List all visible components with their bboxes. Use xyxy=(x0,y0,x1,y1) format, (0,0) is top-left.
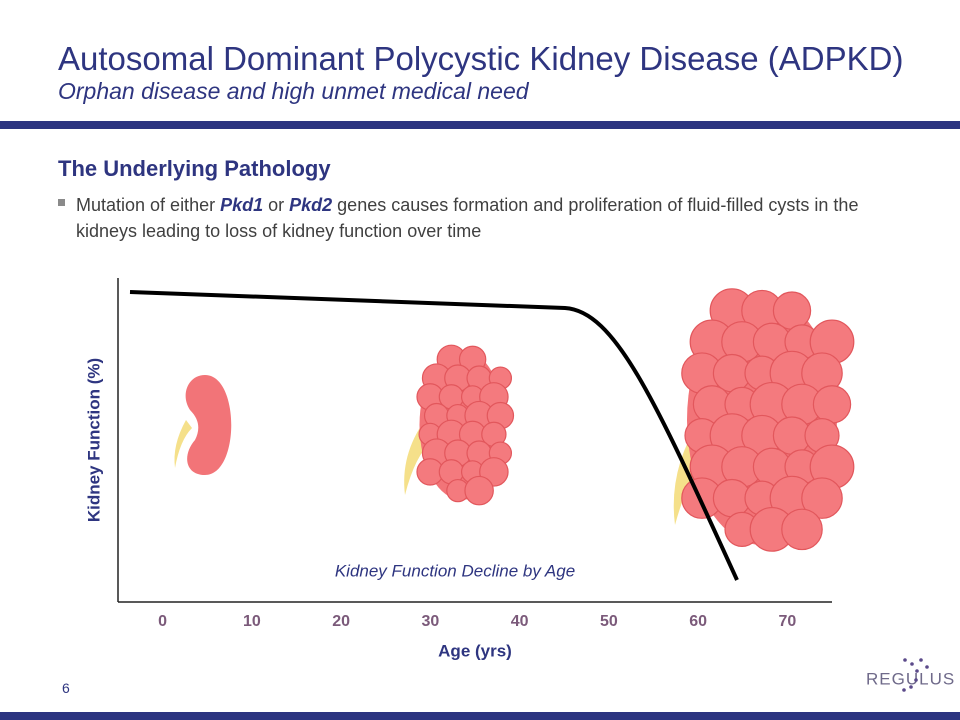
cyst xyxy=(772,291,812,330)
decline-curve xyxy=(129,290,739,581)
bullet-text: Mutation of either Pkd1 or Pkd2 genes ca… xyxy=(76,192,916,244)
cyst xyxy=(801,477,843,519)
logo-dot xyxy=(915,669,919,673)
x-tick-label: 40 xyxy=(511,613,529,630)
x-axis-label: Age (yrs) xyxy=(438,641,512,660)
kidney-cystic-large xyxy=(681,288,855,552)
logo-dot xyxy=(902,688,906,692)
logo-dot xyxy=(914,678,918,682)
chart-caption: Kidney Function Decline by Age xyxy=(335,561,575,580)
logo: REGULUS xyxy=(866,669,955,688)
text: genes causes formation and proliferation… xyxy=(76,195,859,241)
cyst xyxy=(781,508,823,551)
logo-dot xyxy=(909,685,913,689)
x-tick-label: 0 xyxy=(158,613,167,630)
page-number: 6 xyxy=(62,680,70,696)
kidney-cystic-medium xyxy=(416,344,515,506)
logo-dot xyxy=(919,658,923,662)
logo-dot xyxy=(903,658,907,662)
section-heading: The Underlying Pathology xyxy=(58,156,331,181)
text: Mutation of either xyxy=(76,195,221,215)
x-tick-label: 70 xyxy=(778,613,796,630)
x-tick-label: 30 xyxy=(421,613,439,630)
subtitle: Orphan disease and high unmet medical ne… xyxy=(58,78,529,104)
x-tick-label: 50 xyxy=(600,613,618,630)
kidney-healthy xyxy=(185,375,232,475)
logo-dot xyxy=(910,662,914,666)
gene: Pkd1 xyxy=(220,195,264,215)
text: or xyxy=(263,195,290,215)
cyst xyxy=(464,475,494,506)
bullet-marker xyxy=(58,199,65,206)
ureter xyxy=(174,420,192,468)
footer-bar xyxy=(0,712,960,720)
cyst xyxy=(812,385,852,424)
logo-dot xyxy=(925,665,929,669)
header-bar xyxy=(0,121,960,129)
x-tick-label: 20 xyxy=(332,613,350,630)
x-tick-label: 10 xyxy=(243,613,261,630)
kidney-illustrations xyxy=(174,288,855,552)
gene: Pkd2 xyxy=(289,195,333,215)
y-axis-label: Kidney Function (%) xyxy=(84,358,103,522)
x-tick-label: 60 xyxy=(689,613,707,630)
title: Autosomal Dominant Polycystic Kidney Dis… xyxy=(58,40,904,77)
